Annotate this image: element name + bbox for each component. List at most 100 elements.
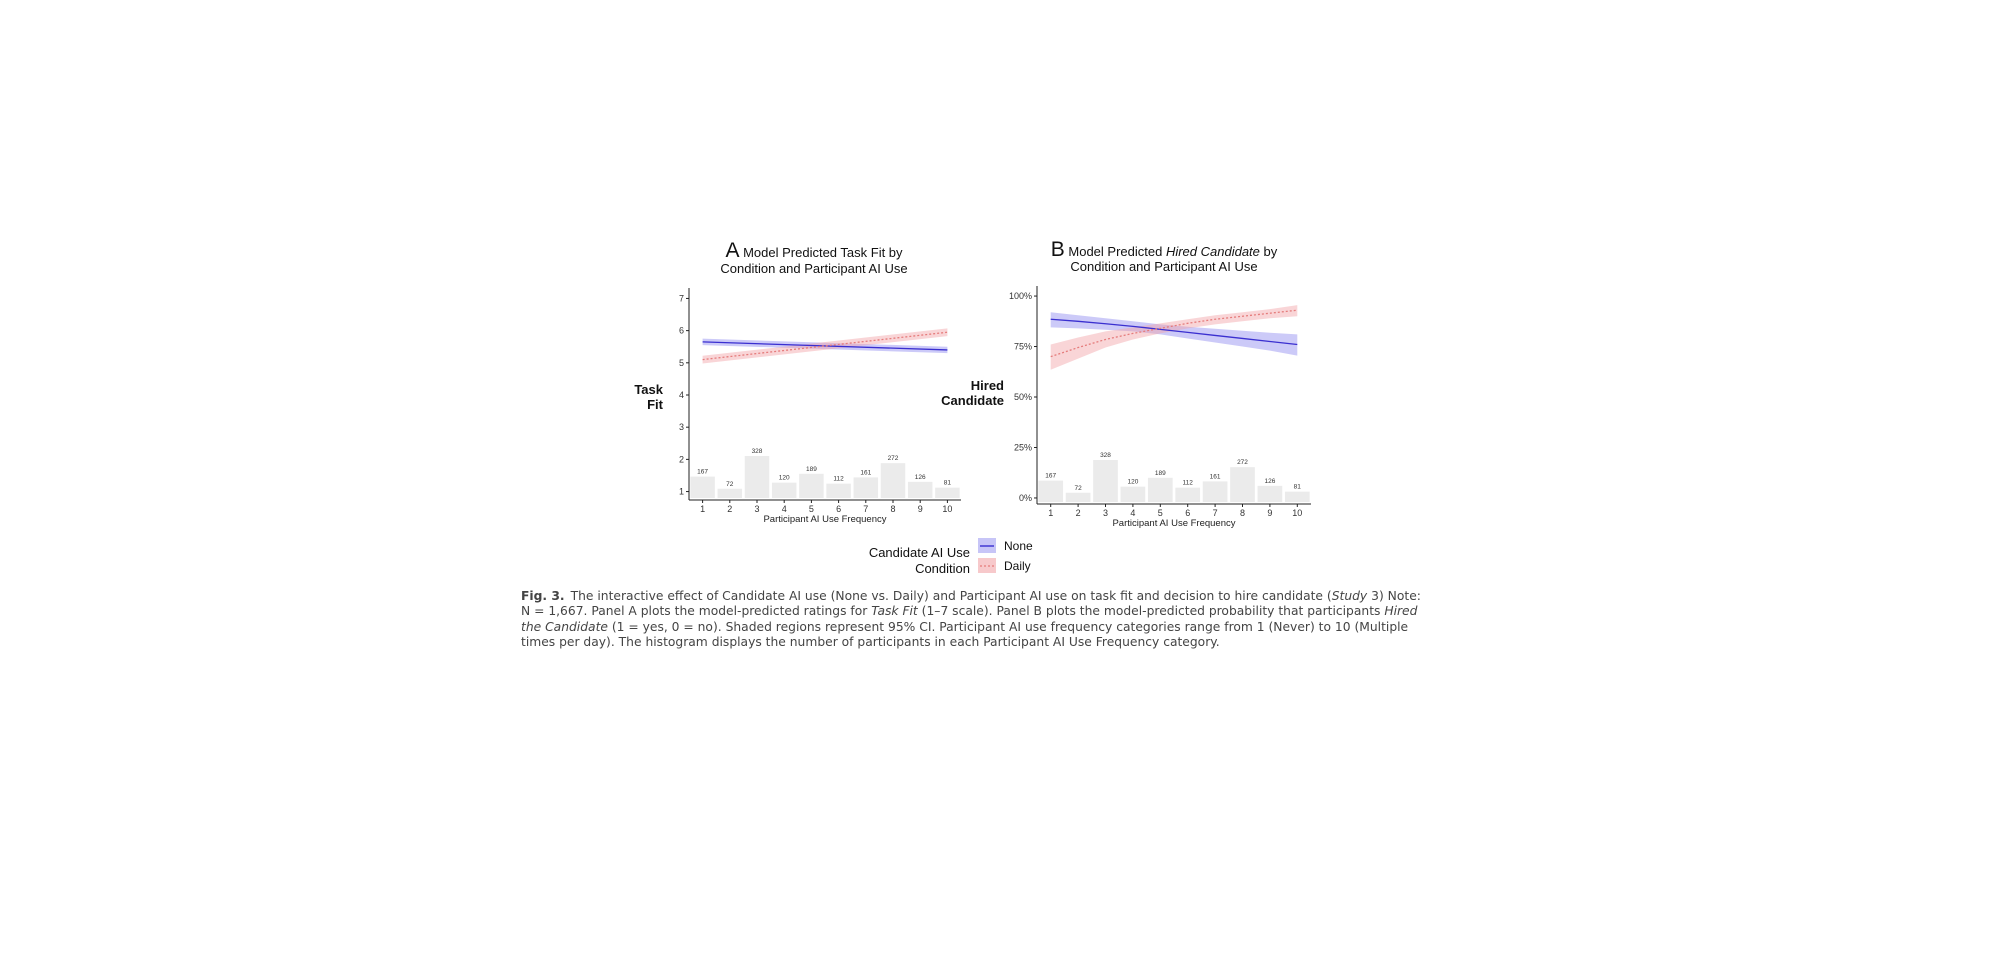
y-tick-label: 2 (679, 454, 684, 464)
histogram-count-label: 81 (944, 480, 952, 487)
x-tick-label: 9 (1267, 508, 1272, 518)
x-tick-label: 8 (890, 504, 895, 514)
caption-segment: 3) Note: N = 1,667. Panel A plots the mo… (521, 589, 1421, 619)
histogram-count-label: 126 (1264, 478, 1275, 485)
y-tick-label: 0% (1019, 493, 1032, 503)
histogram-bar (717, 488, 743, 498)
series-line-none (702, 341, 948, 351)
y-tick-label: 7 (679, 293, 684, 303)
x-tick-label: 7 (863, 504, 868, 514)
y-tick-label: 3 (679, 422, 684, 432)
histogram-bar (1120, 486, 1146, 502)
histogram-bar (1230, 467, 1255, 502)
legend-title: Condition (915, 561, 970, 576)
histogram-bar (690, 476, 715, 498)
histogram-count-label: 328 (1100, 452, 1111, 459)
histogram-count-label: 272 (1237, 459, 1248, 466)
legend-title: Candidate AI Use (869, 545, 970, 560)
caption-segment: Study (1331, 589, 1368, 603)
caption-segment: (1 = yes, 0 = no). Shaded regions repres… (521, 619, 1409, 650)
legend-item-none: None (978, 538, 1033, 553)
histogram-count-label: 81 (1294, 484, 1302, 491)
x-tick-label: 5 (1158, 508, 1163, 518)
histogram-count-label: 328 (752, 448, 763, 455)
x-tick-label: 9 (918, 504, 923, 514)
caption-segment: Hired the Candidate (521, 604, 1418, 634)
x-axis-label: Participant AI Use Frequency (763, 514, 886, 525)
series-line-daily (702, 331, 948, 361)
histogram-bar (1202, 481, 1228, 502)
y-tick-label: 25% (1014, 442, 1032, 452)
chart-title-line2: Condition and Participant AI Use (1070, 259, 1257, 274)
histogram-count-label: 120 (1127, 479, 1138, 486)
caption-segment: The interactive effect of Candidate AI u… (570, 589, 1332, 603)
x-axis-label: Participant AI Use Frequency (1112, 518, 1235, 529)
histogram-bar (1175, 487, 1201, 502)
title-part: Model Predicted Task Fit by (743, 245, 903, 260)
x-tick-label: 8 (1240, 508, 1245, 518)
histogram-count-label: 167 (1045, 473, 1056, 480)
x-tick-label: 3 (1103, 508, 1108, 518)
y-axis-label: Task (634, 382, 663, 397)
histogram-bar (1257, 485, 1283, 502)
title-part: by (1260, 244, 1278, 259)
histogram-count-label: 161 (1210, 473, 1221, 480)
histogram-count-label: 167 (697, 469, 708, 476)
x-tick-label: 10 (1292, 508, 1302, 518)
x-tick-label: 10 (942, 504, 952, 514)
x-tick-label: 1 (700, 504, 705, 514)
x-tick-label: 4 (782, 504, 787, 514)
histogram-bar (744, 456, 770, 498)
histogram-count-label: 161 (860, 469, 871, 476)
title-part: Hired Candidate (1166, 244, 1260, 259)
figure-caption: Fig. 3. The interactive effect of Candida… (521, 589, 1431, 651)
x-tick-label: 7 (1213, 508, 1218, 518)
x-tick-label: 5 (809, 504, 814, 514)
histogram-bar (771, 482, 797, 498)
histogram-count-label: 112 (1183, 480, 1194, 487)
histogram-bar (1093, 460, 1118, 502)
histogram-bar (826, 483, 851, 498)
caption-label: Fig. 3. (521, 589, 565, 603)
y-tick-label: 4 (679, 390, 684, 400)
series-line-none (1050, 318, 1298, 346)
x-tick-label: 2 (1076, 508, 1081, 518)
histogram-bar (853, 477, 879, 498)
y-tick-label: 50% (1014, 392, 1032, 402)
histogram-count-label: 112 (833, 476, 844, 483)
histogram-count-label: 120 (779, 475, 790, 482)
legend-label: None (1004, 539, 1033, 553)
histogram-count-label: 126 (915, 474, 926, 481)
histogram-bar (1038, 480, 1064, 502)
histogram-bar (935, 487, 960, 498)
y-tick-label: 1 (679, 487, 684, 497)
histogram-bar (880, 463, 906, 498)
panel-letter: A (725, 239, 739, 262)
x-tick-label: 6 (1185, 508, 1190, 518)
histogram-bar (1065, 492, 1091, 502)
y-tick-label: 75% (1014, 342, 1032, 352)
title-part: Model Predicted (1068, 244, 1166, 259)
y-tick-label: 100% (1009, 291, 1032, 301)
y-tick-label: 6 (679, 326, 684, 336)
y-tick-label: 5 (679, 358, 684, 368)
histogram-count-label: 189 (1155, 470, 1166, 477)
histogram-count-label: 72 (1074, 485, 1082, 492)
histogram-bar (1284, 491, 1310, 502)
histogram-bar (799, 473, 824, 498)
histogram-count-label: 72 (726, 481, 734, 488)
histogram-count-label: 272 (888, 455, 899, 462)
histogram-count-label: 189 (806, 466, 817, 473)
y-axis-label: Hired (971, 378, 1004, 393)
chart-panel-b: B Model Predicted Hired Candidate byCond… (941, 238, 1311, 529)
y-axis-label: Candidate (941, 393, 1004, 408)
histogram-bar (907, 481, 933, 498)
legend-label: Daily (1004, 559, 1031, 573)
histogram-bar (1147, 477, 1173, 502)
caption-segment: (1–7 scale). Panel B plots the model-pre… (917, 604, 1385, 619)
legend-swatch (978, 558, 996, 573)
x-tick-label: 1 (1048, 508, 1053, 518)
